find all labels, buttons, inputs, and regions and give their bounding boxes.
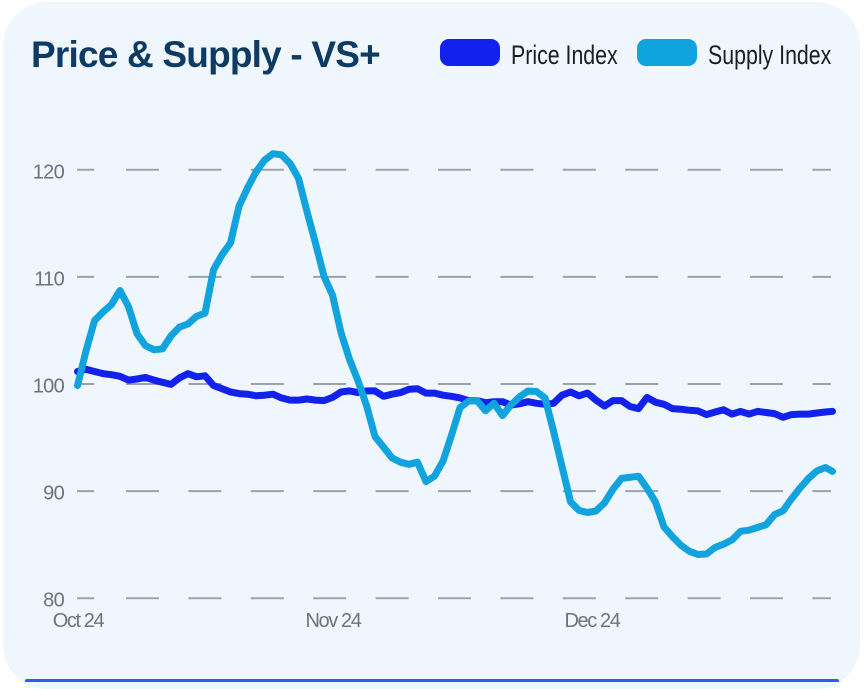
svg-text:90: 90	[43, 483, 64, 505]
svg-text:110: 110	[34, 268, 64, 290]
svg-text:Dec 24: Dec 24	[565, 610, 621, 632]
svg-text:Oct 24: Oct 24	[53, 610, 105, 632]
svg-text:100: 100	[33, 376, 65, 398]
svg-text:120: 120	[33, 161, 65, 183]
svg-text:Nov 24: Nov 24	[306, 610, 362, 632]
svg-text:80: 80	[43, 590, 64, 612]
